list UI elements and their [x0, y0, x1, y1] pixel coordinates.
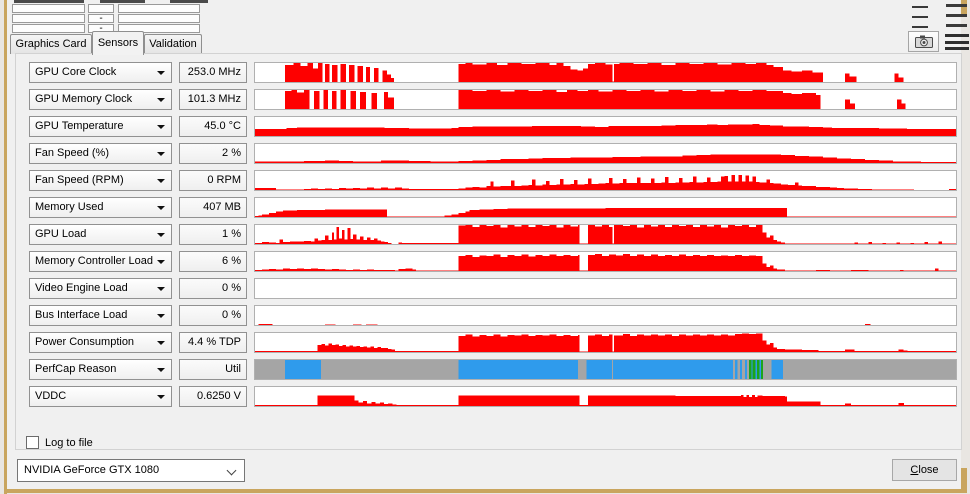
sensor-value: 4.4 % TDP	[179, 332, 247, 353]
sensor-label: Fan Speed (RPM)	[35, 174, 124, 186]
sensor-graph	[254, 305, 957, 326]
dropdown-arrow-icon	[157, 395, 165, 399]
sensor-label: GPU Core Clock	[35, 66, 117, 78]
sensor-row: GPU Load 1 %	[7, 224, 961, 245]
dropdown-arrow-icon	[157, 206, 165, 210]
sensor-value: 6 %	[179, 251, 247, 272]
sensor-label: Memory Used	[35, 201, 104, 213]
sensor-label: GPU Temperature	[35, 120, 124, 132]
tab-sensors[interactable]: Sensors	[92, 31, 144, 55]
dropdown-arrow-icon	[157, 233, 165, 237]
sensor-graph	[254, 359, 957, 380]
close-button[interactable]: Close	[892, 459, 957, 481]
sensor-row: VDDC 0.6250 V	[7, 386, 961, 407]
sensor-value: 2 %	[179, 143, 247, 164]
dropdown-arrow-icon	[157, 98, 165, 102]
chevron-down-icon	[226, 465, 237, 476]
dropdown-arrow-icon	[157, 125, 165, 129]
dropdown-arrow-icon	[157, 152, 165, 156]
sensor-graph	[254, 224, 957, 245]
dropdown-arrow-icon	[157, 179, 165, 183]
sensor-row: Video Engine Load 0 %	[7, 278, 961, 299]
sensor-graph	[254, 143, 957, 164]
sensor-label: Bus Interface Load	[35, 309, 128, 321]
sensor-dropdown[interactable]: Power Consumption	[29, 332, 172, 353]
sensor-value: 101.3 MHz	[179, 89, 247, 110]
sensor-row: PerfCap Reason Util	[7, 359, 961, 380]
sensor-dropdown[interactable]: PerfCap Reason	[29, 359, 172, 380]
sensor-dropdown[interactable]: VDDC	[29, 386, 172, 407]
sensor-value: 407 MB	[179, 197, 247, 218]
sensor-graph	[254, 170, 957, 191]
sensor-row: Memory Used 407 MB	[7, 197, 961, 218]
sensor-row: GPU Memory Clock 101.3 MHz	[7, 89, 961, 110]
sensor-dropdown[interactable]: GPU Load	[29, 224, 172, 245]
sensor-dropdown[interactable]: Memory Used	[29, 197, 172, 218]
dropdown-arrow-icon	[157, 314, 165, 318]
sensor-value: 45.0 °C	[179, 116, 247, 137]
window-body: - - Graphics Card Sensors Validation	[7, 0, 969, 489]
sensor-dropdown[interactable]: Fan Speed (%)	[29, 143, 172, 164]
sensor-graph	[254, 251, 957, 272]
screenshot-button[interactable]	[908, 31, 939, 52]
sensor-dropdown[interactable]: Video Engine Load	[29, 278, 172, 299]
sensor-graph	[254, 278, 957, 299]
log-to-file-checkbox[interactable]	[26, 436, 39, 449]
sensor-dropdown[interactable]: GPU Core Clock	[29, 62, 172, 83]
sensor-dropdown[interactable]: GPU Temperature	[29, 116, 172, 137]
sensor-graph	[254, 89, 957, 110]
sensor-value: 0.6250 V	[179, 386, 247, 407]
dropdown-arrow-icon	[157, 260, 165, 264]
sensor-value: Util	[179, 359, 247, 380]
sensor-row: Fan Speed (%) 2 %	[7, 143, 961, 164]
sensor-label: Video Engine Load	[35, 282, 128, 294]
sensor-row: Memory Controller Load 6 %	[7, 251, 961, 272]
sensor-graph	[254, 116, 957, 137]
sensor-graph	[254, 386, 957, 407]
dropdown-arrow-icon	[157, 368, 165, 372]
behind-window-border-bottom	[4, 489, 966, 493]
hamburger-menu-icon	[945, 34, 969, 37]
dropdown-arrow-icon	[157, 71, 165, 75]
sensor-label: VDDC	[35, 390, 67, 402]
sensor-label: Power Consumption	[35, 336, 135, 348]
sensor-dropdown[interactable]: GPU Memory Clock	[29, 89, 172, 110]
sensor-dropdown[interactable]: Memory Controller Load	[29, 251, 172, 272]
sensor-label: Memory Controller Load	[35, 255, 153, 267]
main-menu-button[interactable]	[945, 33, 969, 51]
sensor-graph	[254, 197, 957, 218]
sensor-dropdown[interactable]: Bus Interface Load	[29, 305, 172, 326]
camera-icon	[914, 35, 933, 48]
sensor-label: GPU Load	[35, 228, 87, 240]
sensor-value: 1 %	[179, 224, 247, 245]
behind-window-border-bottomright	[961, 468, 967, 493]
sensor-graph	[254, 332, 957, 353]
dropdown-arrow-icon	[157, 287, 165, 291]
fragment-dash-value: -	[99, 13, 103, 24]
behind-window-border-topright	[961, 0, 967, 16]
sensor-label: PerfCap Reason	[35, 363, 117, 375]
tab-validation[interactable]: Validation	[144, 34, 202, 54]
sensor-value: 253.0 MHz	[179, 62, 247, 83]
log-to-file-label: Log to file	[45, 437, 93, 449]
sensor-row: Fan Speed (RPM) 0 RPM	[7, 170, 961, 191]
tab-graphics-card[interactable]: Graphics Card	[10, 34, 92, 54]
sensor-row: GPU Core Clock 253.0 MHz	[7, 62, 961, 83]
sensor-row: Power Consumption 4.4 % TDP	[7, 332, 961, 353]
behind-window-border-left	[4, 0, 7, 494]
sensor-row: GPU Temperature 45.0 °C	[7, 116, 961, 137]
sensor-row: Bus Interface Load 0 %	[7, 305, 961, 326]
dropdown-arrow-icon	[157, 341, 165, 345]
sensor-value: 0 %	[179, 278, 247, 299]
sensor-dropdown[interactable]: Fan Speed (RPM)	[29, 170, 172, 191]
sensor-value: 0 %	[179, 305, 247, 326]
fragment-dash-value: -	[99, 23, 103, 34]
sensor-label: Fan Speed (%)	[35, 147, 109, 159]
device-select[interactable]: NVIDIA GeForce GTX 1080	[17, 459, 245, 482]
sensor-value: 0 RPM	[179, 170, 247, 191]
sensor-graph	[254, 62, 957, 83]
sensor-label: GPU Memory Clock	[35, 93, 133, 105]
device-select-value: NVIDIA GeForce GTX 1080	[24, 464, 160, 476]
